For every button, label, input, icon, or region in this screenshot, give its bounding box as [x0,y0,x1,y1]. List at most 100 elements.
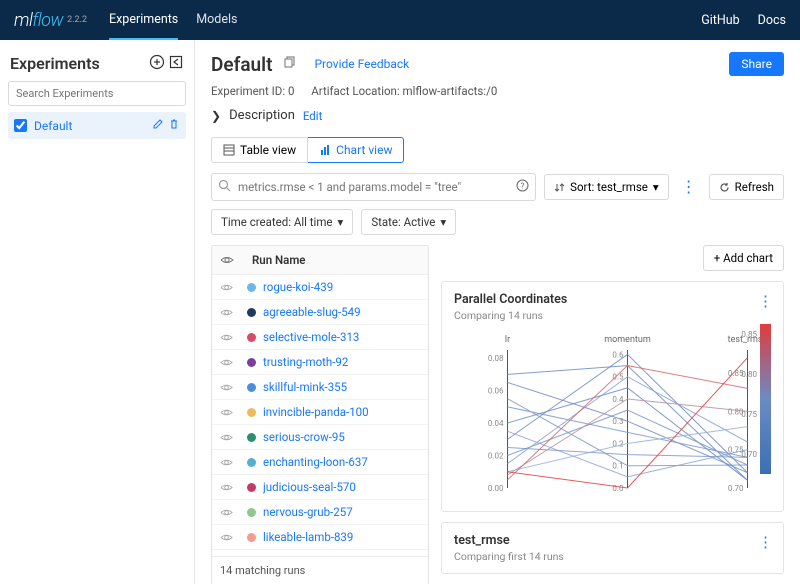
visibility-icon[interactable] [220,431,233,444]
experiment-name[interactable]: Default [34,119,152,133]
run-color-dot [247,308,256,317]
svg-text:0.04: 0.04 [488,419,504,428]
add-experiment-icon[interactable] [149,54,165,73]
time-filter[interactable]: Time created: All time▾ [211,209,353,235]
page-title: Default [211,53,272,76]
run-name-link[interactable]: nervous-grub-257 [263,505,353,519]
help-icon[interactable]: ? [516,179,529,195]
content: Default Provide Feedback Share Experimen… [195,40,800,584]
chevron-down-icon: ▾ [440,215,446,229]
link-docs[interactable]: Docs [758,13,786,28]
collapse-sidebar-icon[interactable] [168,54,184,73]
run-color-dot [247,283,256,292]
experiment-checkbox[interactable] [14,119,27,132]
experiment-item[interactable]: Default [8,112,186,139]
search-icon [218,179,231,195]
visibility-icon[interactable] [220,406,233,419]
run-row[interactable]: judicious-seal-570 [212,475,428,500]
svg-text:?: ? [521,182,525,191]
run-row[interactable]: enchanting-loon-637 [212,450,428,475]
visibility-icon[interactable] [220,506,233,519]
runs-panel: Run Name rogue-koi-439 agreeable-slug-549… [211,245,429,584]
visibility-header-icon[interactable] [220,253,234,267]
delete-experiment-icon[interactable] [168,118,180,133]
state-filter[interactable]: State: Active▾ [361,209,456,235]
edit-experiment-icon[interactable] [152,118,164,133]
run-name-link[interactable]: rogue-koi-439 [263,280,333,294]
svg-text:0.0: 0.0 [612,484,624,493]
run-row[interactable]: likeable-lamb-839 [212,525,428,550]
chart-view-button[interactable]: Chart view [308,137,404,163]
visibility-icon[interactable] [220,381,233,394]
svg-text:0.08: 0.08 [488,354,504,363]
run-row[interactable]: rogue-koi-439 [212,275,428,300]
visibility-icon[interactable] [220,306,233,319]
visibility-icon[interactable] [220,481,233,494]
run-row[interactable]: serious-crow-95 [212,425,428,450]
color-gradient [760,324,771,474]
chart-menu-icon[interactable]: ⋮ [758,292,773,310]
chart-title: test_rmse [454,533,771,548]
chart-subtitle: Comparing first 14 runs [454,550,771,563]
nav-experiments[interactable]: Experiments [109,1,178,40]
chevron-right-icon[interactable]: ❯ [211,109,221,123]
refresh-button[interactable]: Refresh [709,174,784,200]
more-options-icon[interactable]: ⋮ [677,179,701,195]
run-name-link[interactable]: invincible-panda-100 [263,405,369,419]
run-name-link[interactable]: judicious-seal-570 [263,480,356,494]
sidebar-title: Experiments [10,54,100,73]
visibility-icon[interactable] [220,356,233,369]
run-color-dot [247,483,256,492]
nav-models[interactable]: Models [196,1,237,40]
run-name-link[interactable]: likeable-lamb-839 [263,530,353,544]
svg-text:lr: lr [505,335,510,345]
share-button[interactable]: Share [729,52,784,76]
parallel-coordinates-chart: Parallel Coordinates Comparing 14 runs ⋮… [441,281,784,512]
logo: mlflow [14,10,63,31]
visibility-icon[interactable] [220,531,233,544]
chart-menu-icon[interactable]: ⋮ [758,533,773,551]
run-color-dot [247,508,256,517]
run-row[interactable]: skillful-mink-355 [212,375,428,400]
test-rmse-chart: test_rmse Comparing first 14 runs ⋮ [441,522,784,574]
copy-icon[interactable] [282,56,296,73]
run-name-link[interactable]: enchanting-loon-637 [263,455,368,469]
run-name-link[interactable]: skillful-mink-355 [263,380,347,394]
description-label: Description [229,108,295,123]
visibility-icon[interactable] [220,456,233,469]
run-name-link[interactable]: agreeable-slug-549 [263,305,361,319]
artifact-location: Artifact Location: mlflow-artifacts:/0 [311,84,497,98]
experiment-id: Experiment ID: 0 [211,84,294,98]
run-row[interactable]: nervous-grub-257 [212,500,428,525]
version-label: 2.2.2 [67,15,87,25]
table-view-button[interactable]: Table view [211,137,308,163]
top-links: GitHub Docs [701,13,786,28]
run-color-dot [247,333,256,342]
provide-feedback-link[interactable]: Provide Feedback [314,57,409,71]
search-runs-input[interactable] [211,173,536,201]
sidebar: Experiments Default [0,40,195,584]
run-color-dot [247,533,256,542]
link-github[interactable]: GitHub [701,13,739,28]
chevron-down-icon: ▾ [653,180,659,194]
svg-text:momentum: momentum [604,335,651,345]
run-name-header: Run Name [252,253,306,267]
sort-button[interactable]: Sort: test_rmse▾ [544,174,669,200]
run-row[interactable]: selective-mole-313 [212,325,428,350]
run-row[interactable]: invincible-panda-100 [212,400,428,425]
chart-subtitle: Comparing 14 runs [454,309,771,322]
svg-text:0.70: 0.70 [728,484,744,493]
run-name-link[interactable]: trusting-moth-92 [263,355,348,369]
visibility-icon[interactable] [220,331,233,344]
run-color-dot [247,458,256,467]
visibility-icon[interactable] [220,281,233,294]
run-name-link[interactable]: serious-crow-95 [263,430,345,444]
search-experiments-input[interactable] [8,81,186,106]
run-row[interactable]: agreeable-slug-549 [212,300,428,325]
edit-description-link[interactable]: Edit [303,109,322,123]
run-name-link[interactable]: selective-mole-313 [263,330,359,344]
run-color-dot [247,383,256,392]
top-bar: mlflow 2.2.2 Experiments Models GitHub D… [0,0,800,40]
add-chart-button[interactable]: + Add chart [703,245,784,271]
run-row[interactable]: trusting-moth-92 [212,350,428,375]
